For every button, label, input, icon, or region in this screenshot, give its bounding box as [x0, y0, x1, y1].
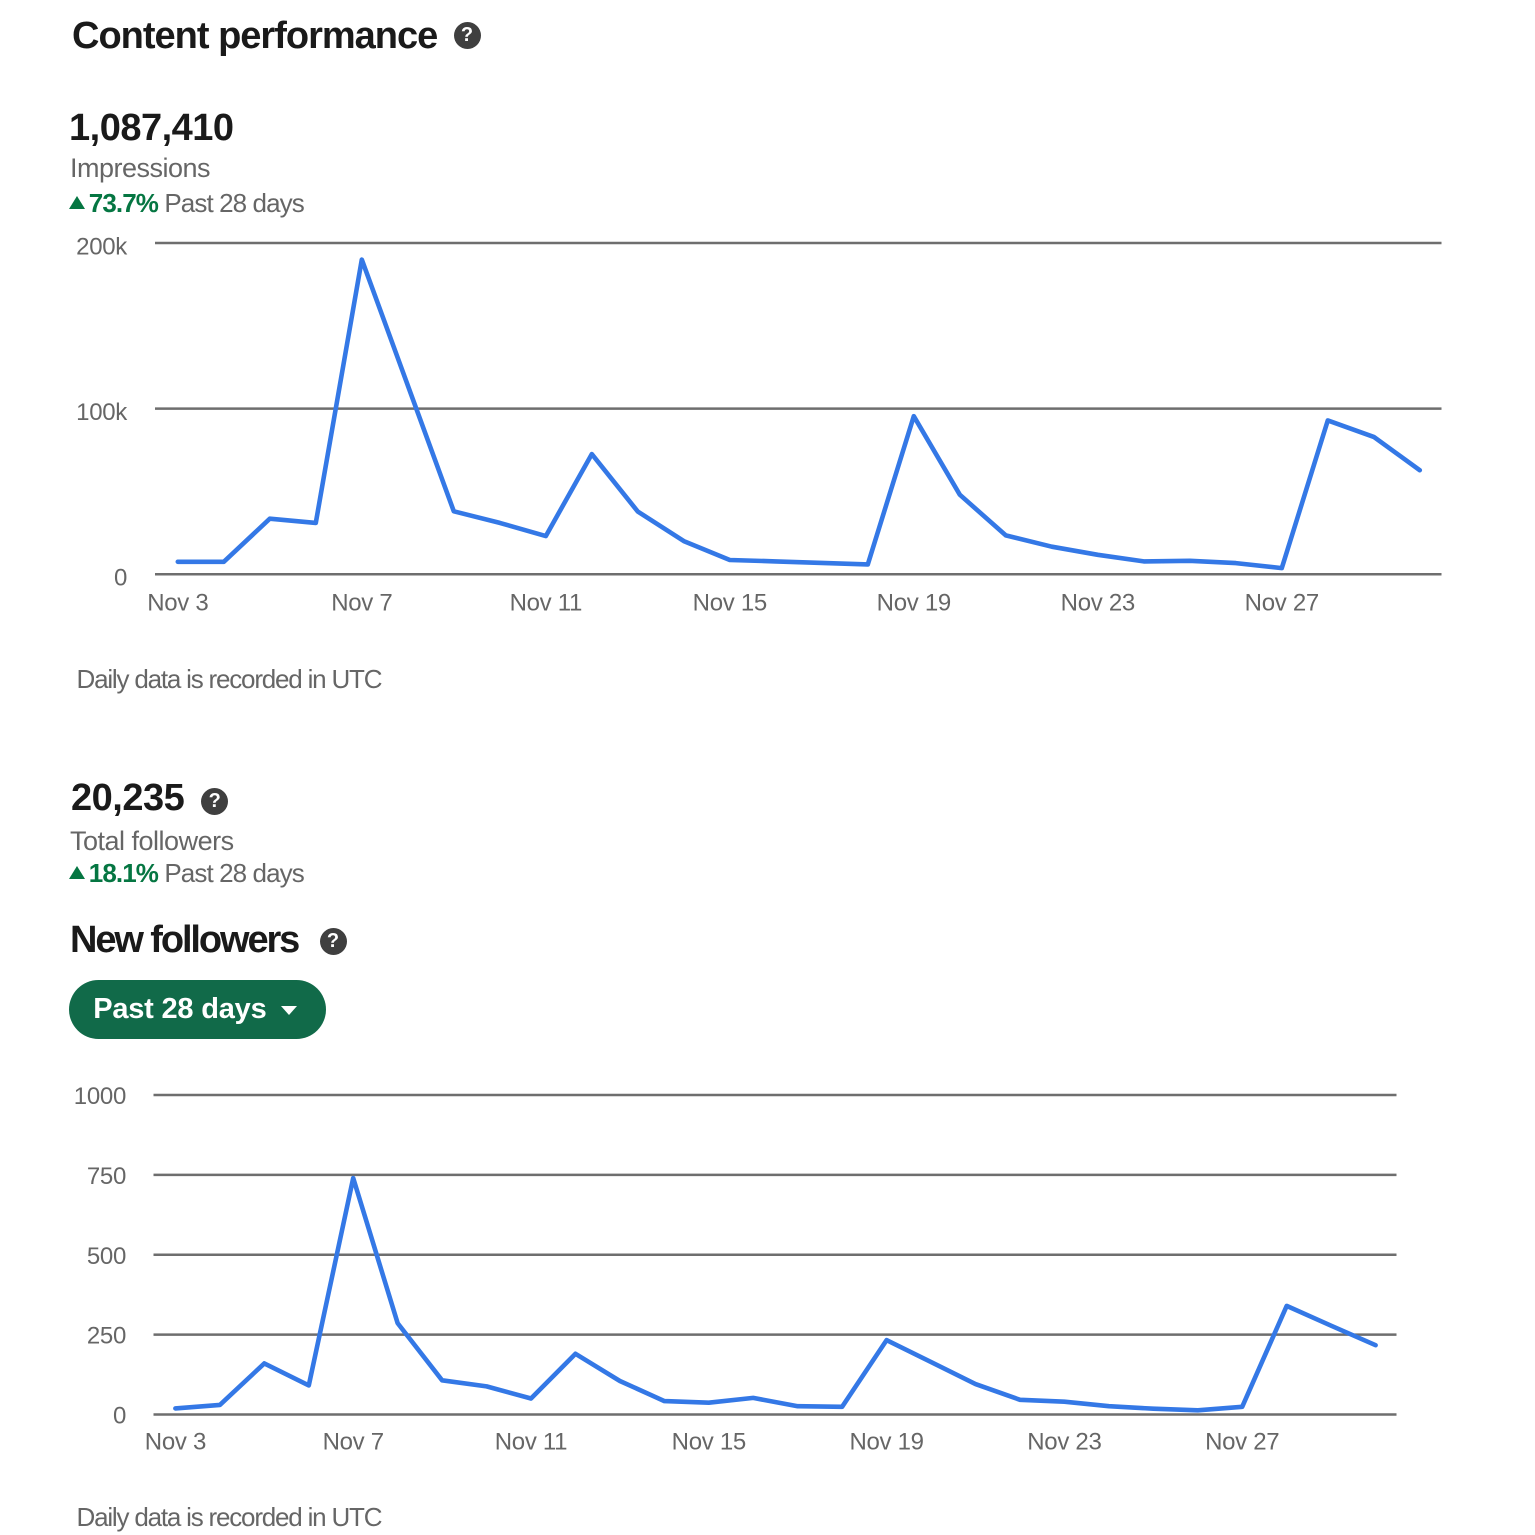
svg-text:0: 0: [114, 565, 127, 592]
svg-text:Nov 15: Nov 15: [672, 1429, 746, 1456]
svg-text:Nov 27: Nov 27: [1245, 590, 1319, 617]
svg-text:750: 750: [87, 1163, 126, 1190]
svg-text:Nov 7: Nov 7: [323, 1429, 384, 1456]
svg-text:Nov 15: Nov 15: [693, 590, 767, 617]
svg-text:Nov 11: Nov 11: [510, 590, 582, 617]
svg-text:Nov 7: Nov 7: [331, 590, 392, 617]
svg-text:Nov 3: Nov 3: [147, 590, 208, 617]
svg-text:Nov 27: Nov 27: [1205, 1429, 1279, 1456]
svg-text:Nov 23: Nov 23: [1027, 1429, 1101, 1456]
svg-text:Nov 23: Nov 23: [1061, 590, 1135, 617]
svg-text:Nov 11: Nov 11: [495, 1429, 567, 1456]
svg-text:100k: 100k: [76, 399, 128, 426]
svg-text:Nov 19: Nov 19: [877, 590, 951, 617]
svg-text:250: 250: [87, 1323, 126, 1350]
svg-text:Nov 3: Nov 3: [145, 1429, 206, 1456]
svg-text:1000: 1000: [74, 1083, 126, 1110]
svg-text:500: 500: [87, 1243, 126, 1270]
svg-text:0: 0: [113, 1403, 126, 1430]
svg-text:200k: 200k: [76, 234, 128, 261]
svg-text:Nov 19: Nov 19: [849, 1429, 923, 1456]
